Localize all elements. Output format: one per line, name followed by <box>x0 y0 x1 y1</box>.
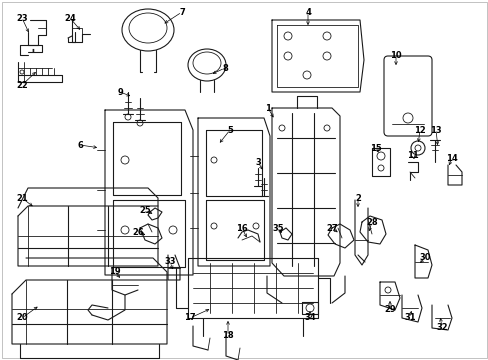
Text: 32: 32 <box>435 324 447 333</box>
Text: 23: 23 <box>16 14 28 23</box>
Text: 1: 1 <box>264 104 270 113</box>
Text: ▐: ▐ <box>30 49 33 53</box>
Text: 19: 19 <box>109 267 121 276</box>
Text: 25: 25 <box>139 206 151 215</box>
Text: 8: 8 <box>222 63 227 72</box>
Text: 33: 33 <box>164 257 175 266</box>
Text: 6: 6 <box>77 140 83 149</box>
Text: 22: 22 <box>16 81 28 90</box>
Text: 2: 2 <box>354 194 360 202</box>
Text: 35: 35 <box>272 224 283 233</box>
Text: 30: 30 <box>418 253 430 262</box>
Text: 26: 26 <box>132 228 143 237</box>
Text: 20: 20 <box>16 314 28 323</box>
Text: 18: 18 <box>222 332 233 341</box>
Text: 7: 7 <box>179 8 184 17</box>
Text: 12: 12 <box>413 126 425 135</box>
Text: 16: 16 <box>236 224 247 233</box>
Text: 17: 17 <box>184 314 195 323</box>
Text: 29: 29 <box>384 306 395 315</box>
Text: 27: 27 <box>325 224 337 233</box>
Text: 9: 9 <box>117 87 122 96</box>
Text: 13: 13 <box>429 126 441 135</box>
Text: 24: 24 <box>64 14 76 23</box>
Text: 34: 34 <box>304 314 315 323</box>
Text: 28: 28 <box>366 217 377 226</box>
Text: 4: 4 <box>305 8 310 17</box>
Text: 14: 14 <box>445 153 457 162</box>
Text: 15: 15 <box>369 144 381 153</box>
Text: 5: 5 <box>226 126 232 135</box>
Text: 11: 11 <box>407 150 418 159</box>
Text: 31: 31 <box>404 314 415 323</box>
Text: 3: 3 <box>255 158 260 166</box>
Text: 21: 21 <box>16 194 28 202</box>
Text: 10: 10 <box>389 50 401 59</box>
